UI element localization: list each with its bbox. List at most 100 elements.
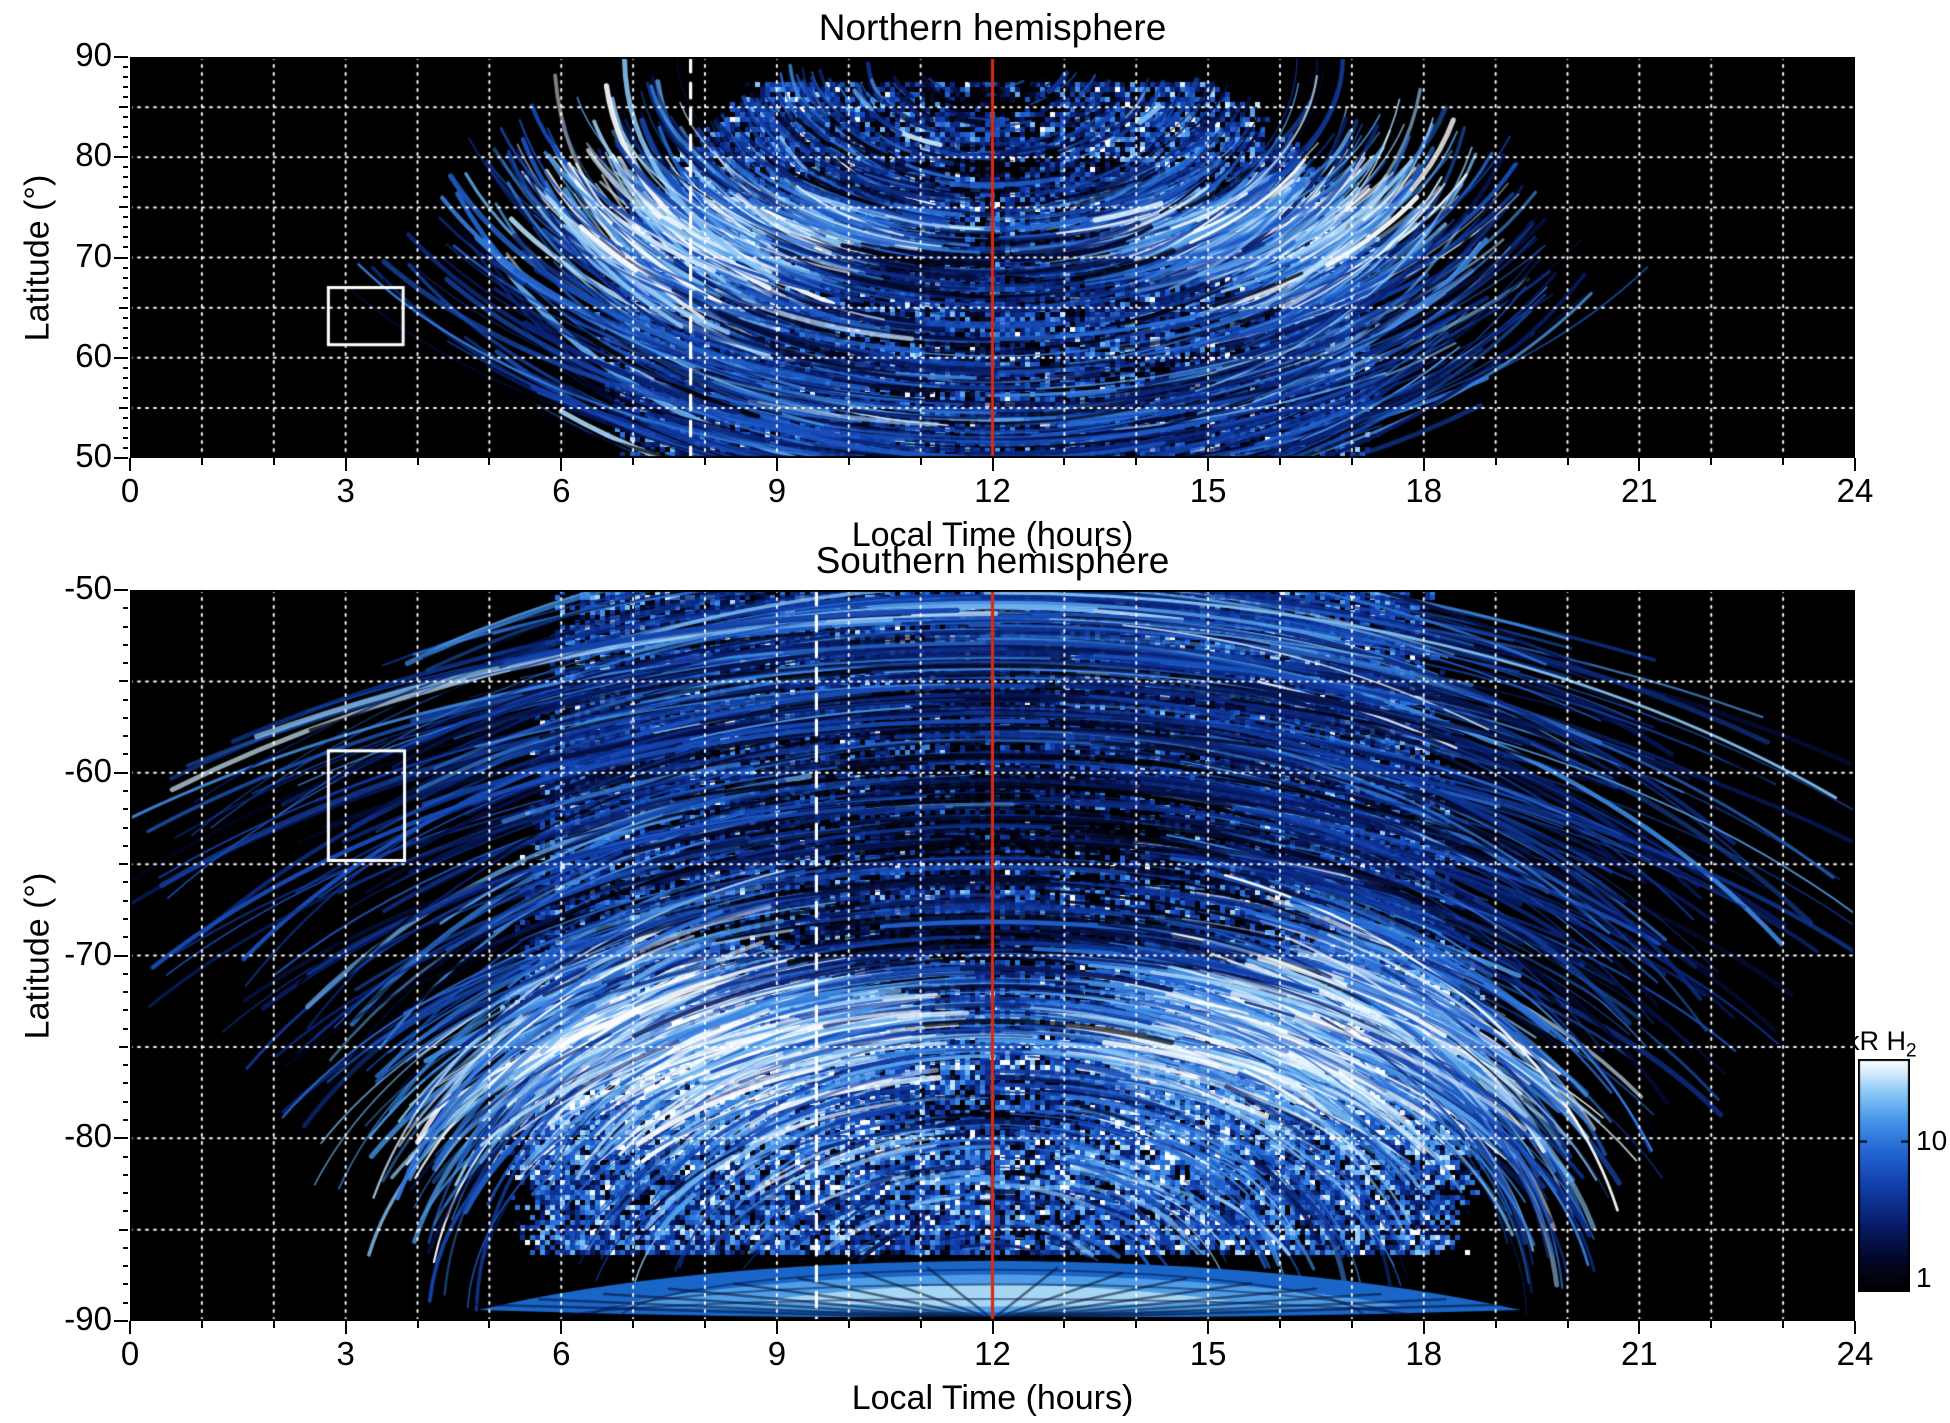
- north-title: Northern hemisphere: [818, 7, 1167, 48]
- y-tick-mark: [123, 917, 128, 920]
- y-tick-mark: [123, 146, 128, 149]
- y-tick-mark: [123, 1118, 128, 1121]
- x-tick-mark: [129, 458, 131, 471]
- x-tick-label: 3: [336, 1335, 355, 1372]
- x-tick-label: 3: [336, 472, 355, 509]
- y-tick-mark: [114, 156, 128, 159]
- y-tick-mark: [123, 643, 128, 646]
- x-tick-mark: [1710, 458, 1713, 465]
- y-tick-mark: [123, 396, 128, 399]
- south-x-axis-label: Local Time (hours): [851, 1379, 1134, 1417]
- x-tick-mark: [1566, 458, 1569, 465]
- x-tick-mark: [1279, 1321, 1281, 1328]
- x-tick-mark: [1566, 1321, 1569, 1328]
- y-tick-mark: [123, 446, 128, 449]
- y-tick-mark: [123, 808, 128, 811]
- y-tick-mark: [123, 176, 128, 179]
- y-tick-mark: [114, 256, 128, 259]
- x-tick-label: 24: [1836, 472, 1874, 509]
- x-tick-label: 18: [1405, 1335, 1443, 1372]
- y-tick-mark: [119, 406, 128, 409]
- y-tick-mark: [123, 1265, 128, 1268]
- y-tick-mark: [123, 1283, 128, 1286]
- colorbar-tick-label: 1: [1916, 1261, 1932, 1293]
- x-tick-mark: [129, 1321, 131, 1334]
- y-tick-mark: [123, 366, 128, 369]
- x-tick-label: 18: [1405, 472, 1443, 509]
- x-tick-mark: [1207, 458, 1210, 471]
- x-tick-mark: [919, 1321, 922, 1328]
- x-tick-label: 9: [767, 1335, 787, 1372]
- y-tick-mark: [123, 1301, 128, 1304]
- x-tick-label: 9: [767, 472, 787, 509]
- y-tick-mark: [123, 286, 128, 289]
- y-tick-mark: [123, 96, 128, 99]
- y-tick-mark: [123, 416, 128, 419]
- y-tick-mark: [123, 186, 128, 189]
- y-tick-mark: [123, 196, 128, 199]
- north-y-axis-label: Latitude (°): [18, 174, 57, 341]
- x-tick-mark: [560, 1321, 563, 1334]
- y-tick-label: 70: [75, 236, 112, 274]
- y-tick-mark: [119, 863, 128, 866]
- x-tick-mark: [704, 1321, 706, 1328]
- x-tick-mark: [272, 1321, 275, 1328]
- y-tick-mark: [123, 936, 128, 939]
- y-tick-mark: [123, 166, 128, 169]
- colorbar-tick-label: 10: [1916, 1124, 1948, 1156]
- y-tick-mark: [123, 1173, 128, 1176]
- y-tick-label: -80: [64, 1117, 112, 1155]
- x-tick-mark: [1638, 458, 1641, 471]
- y-tick-mark: [119, 106, 128, 109]
- x-tick-label: 21: [1621, 1335, 1658, 1372]
- y-tick-mark: [119, 1045, 128, 1048]
- y-tick-label: 90: [75, 36, 112, 73]
- x-tick-mark: [1854, 1321, 1856, 1334]
- y-tick-mark: [123, 1246, 128, 1249]
- y-tick-mark: [123, 698, 128, 701]
- x-tick-mark: [1422, 1321, 1425, 1334]
- x-tick-mark: [919, 458, 922, 465]
- y-tick-label: 80: [75, 136, 112, 174]
- y-tick-label: -70: [64, 934, 112, 972]
- x-tick-mark: [991, 458, 994, 471]
- y-tick-mark: [123, 326, 128, 329]
- x-tick-mark: [632, 1321, 635, 1328]
- x-tick-mark: [200, 1321, 203, 1328]
- y-tick-mark: [123, 1027, 128, 1030]
- y-tick-mark: [114, 56, 128, 58]
- x-tick-mark: [1350, 458, 1353, 465]
- x-tick-mark: [1135, 458, 1138, 465]
- y-tick-label: -90: [64, 1300, 112, 1337]
- x-tick-mark: [416, 458, 419, 465]
- x-tick-label: 15: [1189, 1335, 1227, 1372]
- y-tick-mark: [123, 1064, 128, 1067]
- y-tick-mark: [123, 607, 128, 610]
- x-tick-mark: [991, 1321, 994, 1334]
- y-tick-mark: [123, 790, 128, 793]
- x-tick-label: 15: [1189, 472, 1227, 509]
- y-tick-mark: [119, 206, 128, 209]
- y-tick-mark: [123, 1155, 128, 1158]
- y-tick-mark: [123, 1082, 128, 1085]
- y-tick-mark: [123, 336, 128, 339]
- y-tick-label: -50: [64, 569, 112, 606]
- y-tick-mark: [123, 236, 128, 239]
- x-tick-mark: [1135, 1321, 1138, 1328]
- x-tick-mark: [775, 458, 778, 471]
- y-tick-mark: [123, 991, 128, 994]
- x-tick-mark: [1782, 1321, 1785, 1328]
- x-tick-mark: [200, 458, 203, 465]
- x-tick-mark: [704, 458, 706, 465]
- x-tick-label: 6: [552, 1335, 571, 1372]
- x-tick-mark: [560, 458, 563, 471]
- y-tick-mark: [123, 76, 128, 79]
- x-tick-label: 24: [1836, 1335, 1874, 1372]
- x-tick-mark: [1710, 1321, 1713, 1328]
- south-y-axis-label: Latitude (°): [18, 872, 57, 1039]
- y-tick-mark: [123, 1009, 128, 1012]
- y-tick-mark: [123, 844, 128, 847]
- x-tick-mark: [1207, 1321, 1210, 1334]
